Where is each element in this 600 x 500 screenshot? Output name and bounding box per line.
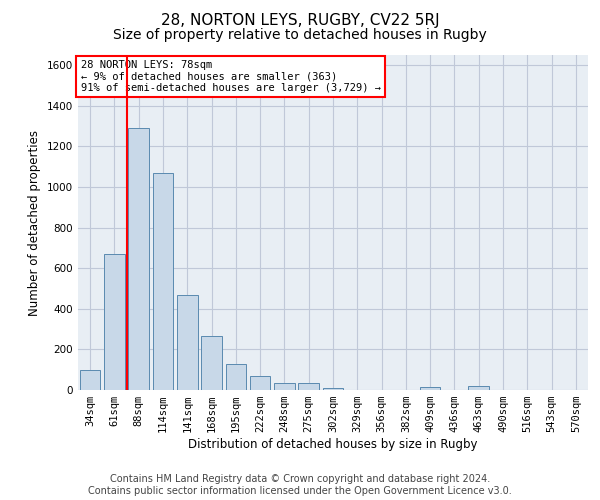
Bar (226, 364, 246, 390)
Bar (80, 370, 100, 390)
Bar (420, 387, 440, 390)
X-axis label: Distribution of detached houses by size in Rugby: Distribution of detached houses by size … (188, 438, 478, 451)
Bar (469, 386, 489, 390)
Bar (128, 128, 149, 390)
Y-axis label: Number of detached properties: Number of detached properties (28, 130, 41, 316)
Text: 28 NORTON LEYS: 78sqm
← 9% of detached houses are smaller (363)
91% of semi-deta: 28 NORTON LEYS: 78sqm ← 9% of detached h… (80, 60, 380, 93)
Bar (274, 383, 295, 390)
Text: Contains HM Land Registry data © Crown copyright and database right 2024.
Contai: Contains HM Land Registry data © Crown c… (88, 474, 512, 496)
Bar (177, 294, 197, 390)
Bar (323, 388, 343, 390)
Text: 28, NORTON LEYS, RUGBY, CV22 5RJ: 28, NORTON LEYS, RUGBY, CV22 5RJ (161, 12, 439, 28)
Bar (201, 336, 222, 390)
Bar (298, 383, 319, 390)
Bar (104, 254, 125, 390)
Bar (152, 173, 173, 390)
Bar (250, 376, 271, 390)
Text: Size of property relative to detached houses in Rugby: Size of property relative to detached ho… (113, 28, 487, 42)
